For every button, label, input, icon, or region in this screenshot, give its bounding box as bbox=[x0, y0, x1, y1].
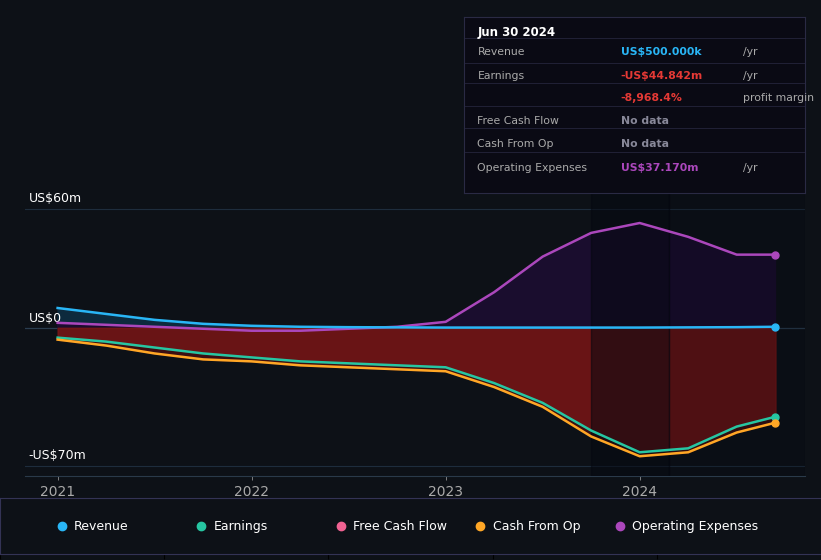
Text: US$0: US$0 bbox=[29, 312, 62, 325]
Text: /yr: /yr bbox=[743, 47, 758, 57]
Text: No data: No data bbox=[621, 138, 668, 148]
Text: -US$44.842m: -US$44.842m bbox=[621, 72, 703, 82]
Text: /yr: /yr bbox=[743, 163, 758, 173]
Text: profit margin: profit margin bbox=[743, 92, 814, 102]
Text: Free Cash Flow: Free Cash Flow bbox=[353, 520, 447, 533]
Text: Revenue: Revenue bbox=[74, 520, 129, 533]
Text: Earnings: Earnings bbox=[478, 72, 525, 82]
Text: No data: No data bbox=[621, 115, 668, 125]
Bar bbox=[669, 174, 805, 476]
Text: Operating Expenses: Operating Expenses bbox=[478, 163, 588, 173]
Text: Earnings: Earnings bbox=[213, 520, 268, 533]
Text: Jun 30 2024: Jun 30 2024 bbox=[478, 26, 556, 39]
Text: Revenue: Revenue bbox=[478, 47, 525, 57]
Text: US$500.000k: US$500.000k bbox=[621, 47, 701, 57]
Text: Free Cash Flow: Free Cash Flow bbox=[478, 115, 559, 125]
Text: /yr: /yr bbox=[743, 72, 758, 82]
Text: US$37.170m: US$37.170m bbox=[621, 163, 698, 173]
Bar bbox=[591, 174, 669, 476]
Text: Operating Expenses: Operating Expenses bbox=[632, 520, 759, 533]
Text: US$60m: US$60m bbox=[29, 192, 81, 205]
Text: Cash From Op: Cash From Op bbox=[478, 138, 554, 148]
Text: -US$70m: -US$70m bbox=[29, 449, 86, 462]
Text: Cash From Op: Cash From Op bbox=[493, 520, 580, 533]
Text: -8,968.4%: -8,968.4% bbox=[621, 92, 682, 102]
